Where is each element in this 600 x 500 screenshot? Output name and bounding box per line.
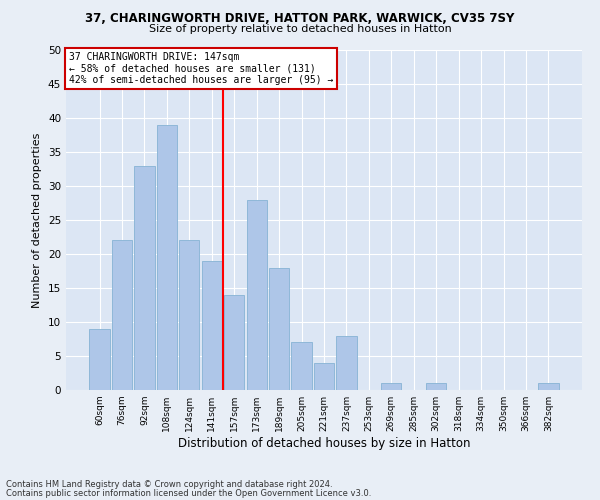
Bar bbox=[224, 295, 244, 390]
Bar bbox=[247, 200, 267, 390]
Bar bbox=[381, 383, 401, 390]
Bar bbox=[538, 383, 559, 390]
Text: Contains HM Land Registry data © Crown copyright and database right 2024.: Contains HM Land Registry data © Crown c… bbox=[6, 480, 332, 489]
Bar bbox=[179, 240, 199, 390]
Bar bbox=[269, 268, 289, 390]
Bar bbox=[157, 125, 177, 390]
Bar bbox=[426, 383, 446, 390]
Text: 37 CHARINGWORTH DRIVE: 147sqm
← 58% of detached houses are smaller (131)
42% of : 37 CHARINGWORTH DRIVE: 147sqm ← 58% of d… bbox=[68, 52, 333, 85]
X-axis label: Distribution of detached houses by size in Hatton: Distribution of detached houses by size … bbox=[178, 437, 470, 450]
Bar bbox=[292, 342, 311, 390]
Bar bbox=[202, 261, 222, 390]
Bar bbox=[89, 329, 110, 390]
Text: 37, CHARINGWORTH DRIVE, HATTON PARK, WARWICK, CV35 7SY: 37, CHARINGWORTH DRIVE, HATTON PARK, WAR… bbox=[85, 12, 515, 26]
Text: Contains public sector information licensed under the Open Government Licence v3: Contains public sector information licen… bbox=[6, 489, 371, 498]
Bar bbox=[112, 240, 132, 390]
Y-axis label: Number of detached properties: Number of detached properties bbox=[32, 132, 43, 308]
Text: Size of property relative to detached houses in Hatton: Size of property relative to detached ho… bbox=[149, 24, 451, 34]
Bar bbox=[134, 166, 155, 390]
Bar bbox=[314, 363, 334, 390]
Bar bbox=[337, 336, 356, 390]
